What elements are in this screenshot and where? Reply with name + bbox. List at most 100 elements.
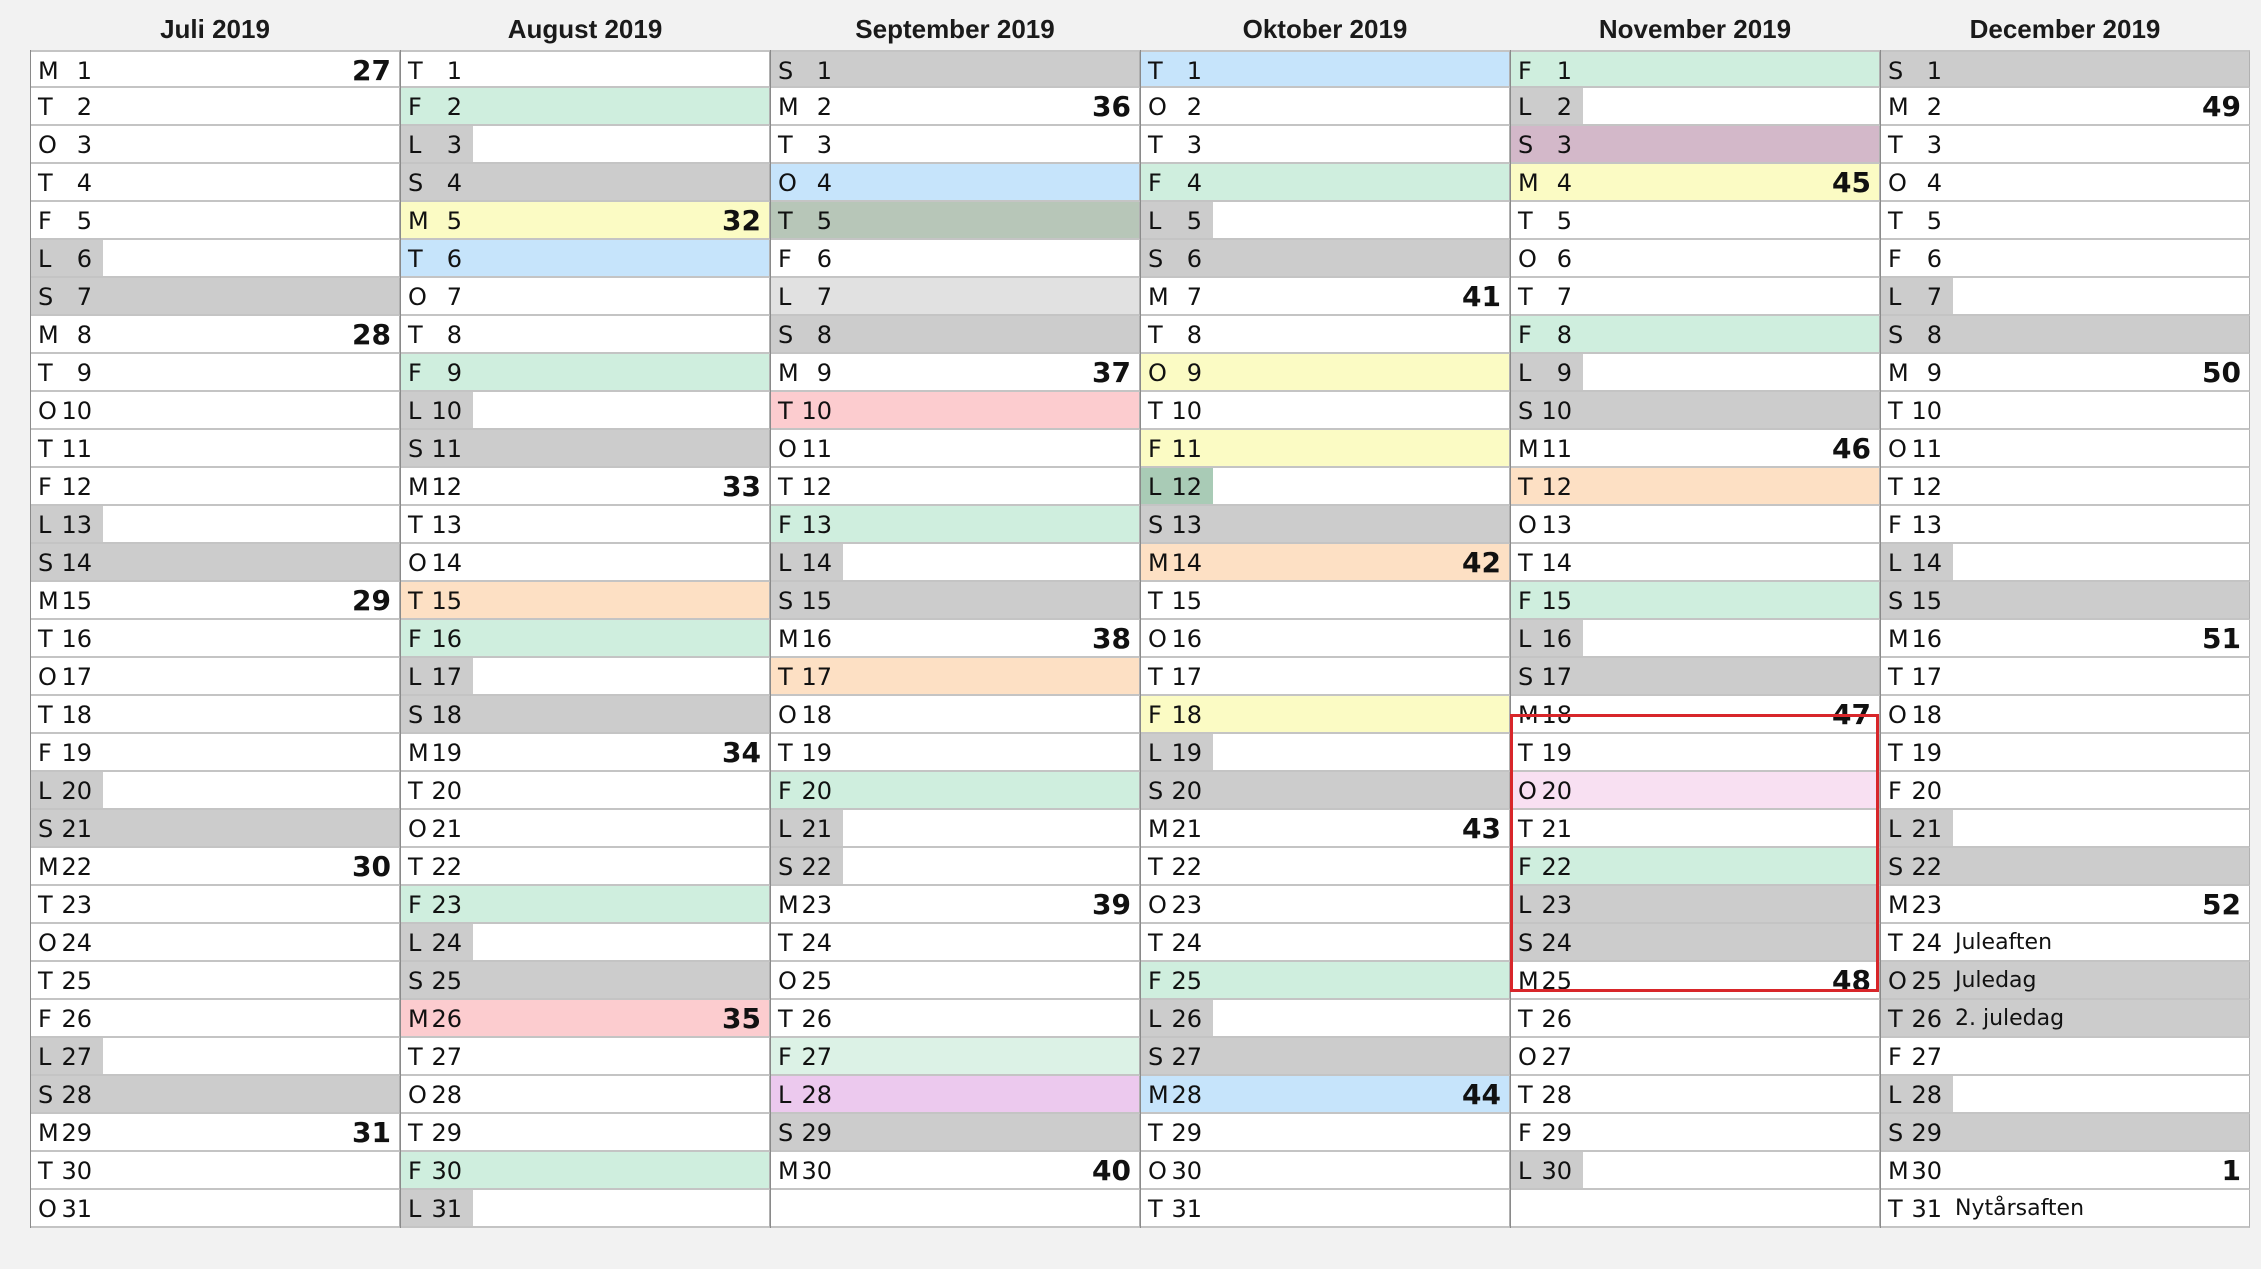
day-cell[interactable]: S 11	[401, 430, 770, 468]
day-cell[interactable]: F 27	[1881, 1038, 2250, 1076]
day-cell[interactable]: F 11	[1141, 430, 1510, 468]
day-cell[interactable]: F 26	[31, 1000, 400, 1038]
day-cell[interactable]: M 2 49	[1881, 88, 2250, 126]
day-cell[interactable]: T 22	[1141, 848, 1510, 886]
day-cell[interactable]: T 18	[31, 696, 400, 734]
day-cell[interactable]: M 23 52	[1881, 886, 2250, 924]
day-cell[interactable]: S 22	[771, 848, 1140, 886]
day-cell[interactable]: M 8 28	[31, 316, 400, 354]
day-cell[interactable]: M 22 30	[31, 848, 400, 886]
day-cell[interactable]: F 22	[1511, 848, 1880, 886]
day-cell[interactable]: F 13	[1881, 506, 2250, 544]
day-cell[interactable]: M 16 38	[771, 620, 1140, 658]
day-cell[interactable]: L 17	[401, 658, 770, 696]
day-cell[interactable]: M 9 37	[771, 354, 1140, 392]
day-cell[interactable]: S 29	[1881, 1114, 2250, 1152]
day-cell[interactable]: T 25	[31, 962, 400, 1000]
day-cell[interactable]: T 26	[1511, 1000, 1880, 1038]
day-cell[interactable]: S 20	[1141, 772, 1510, 810]
day-cell[interactable]: O 17	[31, 658, 400, 696]
day-cell[interactable]: F 23	[401, 886, 770, 924]
day-cell[interactable]: O 10	[31, 392, 400, 430]
day-cell[interactable]: S 14	[31, 544, 400, 582]
day-cell[interactable]: T 14	[1511, 544, 1880, 582]
day-cell[interactable]: L 21	[1881, 810, 2250, 848]
day-cell[interactable]: T 29	[401, 1114, 770, 1152]
day-cell[interactable]: S 18	[401, 696, 770, 734]
day-cell[interactable]: F 20	[771, 772, 1140, 810]
day-cell[interactable]: F 27	[771, 1038, 1140, 1076]
day-cell[interactable]: O 27	[1511, 1038, 1880, 1076]
day-cell[interactable]: L 26	[1141, 1000, 1510, 1038]
day-cell[interactable]: T 31 Nytårsaften	[1881, 1190, 2250, 1228]
day-cell[interactable]: L 21	[771, 810, 1140, 848]
day-cell[interactable]: T 24	[771, 924, 1140, 962]
day-cell[interactable]: T 10	[771, 392, 1140, 430]
day-cell[interactable]: L 14	[1881, 544, 2250, 582]
day-cell[interactable]: S 21	[31, 810, 400, 848]
day-cell[interactable]: S 27	[1141, 1038, 1510, 1076]
day-cell[interactable]: L 27	[31, 1038, 400, 1076]
day-cell[interactable]: L 31	[401, 1190, 770, 1228]
day-cell[interactable]: O 31	[31, 1190, 400, 1228]
day-cell[interactable]: M 4 45	[1511, 164, 1880, 202]
day-cell[interactable]: M 18 47	[1511, 696, 1880, 734]
day-cell[interactable]: O 11	[771, 430, 1140, 468]
day-cell[interactable]: T 13	[401, 506, 770, 544]
day-cell[interactable]: T 11	[31, 430, 400, 468]
day-cell[interactable]: T 19	[1881, 734, 2250, 772]
day-cell[interactable]: T 30	[31, 1152, 400, 1190]
day-cell[interactable]: T 10	[1881, 392, 2250, 430]
day-cell[interactable]: T 22	[401, 848, 770, 886]
day-cell[interactable]: T 23	[31, 886, 400, 924]
day-cell[interactable]: F 18	[1141, 696, 1510, 734]
day-cell[interactable]: O 18	[1881, 696, 2250, 734]
day-cell[interactable]: L 24	[401, 924, 770, 962]
day-cell[interactable]: T 16	[31, 620, 400, 658]
day-cell[interactable]: T 24 Juleaften	[1881, 924, 2250, 962]
day-cell[interactable]: L 10	[401, 392, 770, 430]
day-cell[interactable]: F 19	[31, 734, 400, 772]
day-cell[interactable]: F 20	[1881, 772, 2250, 810]
day-cell[interactable]: O 25	[771, 962, 1140, 1000]
day-cell[interactable]: L 13	[31, 506, 400, 544]
day-cell[interactable]: L 28	[1881, 1076, 2250, 1114]
day-cell[interactable]: F 15	[1511, 582, 1880, 620]
day-cell[interactable]: T 12	[1881, 468, 2250, 506]
day-cell[interactable]: T 17	[771, 658, 1140, 696]
day-cell[interactable]: L 23	[1511, 886, 1880, 924]
day-cell[interactable]: M 26 35	[401, 1000, 770, 1038]
day-cell[interactable]: T 26 2. juledag	[1881, 1000, 2250, 1038]
day-cell[interactable]: M 16 51	[1881, 620, 2250, 658]
day-cell[interactable]: T 12	[771, 468, 1140, 506]
day-cell[interactable]: T 31	[1141, 1190, 1510, 1228]
day-cell[interactable]: T 17	[1141, 658, 1510, 696]
day-cell[interactable]: O 21	[401, 810, 770, 848]
day-cell[interactable]: S 24	[1511, 924, 1880, 962]
day-cell[interactable]: S 28	[31, 1076, 400, 1114]
